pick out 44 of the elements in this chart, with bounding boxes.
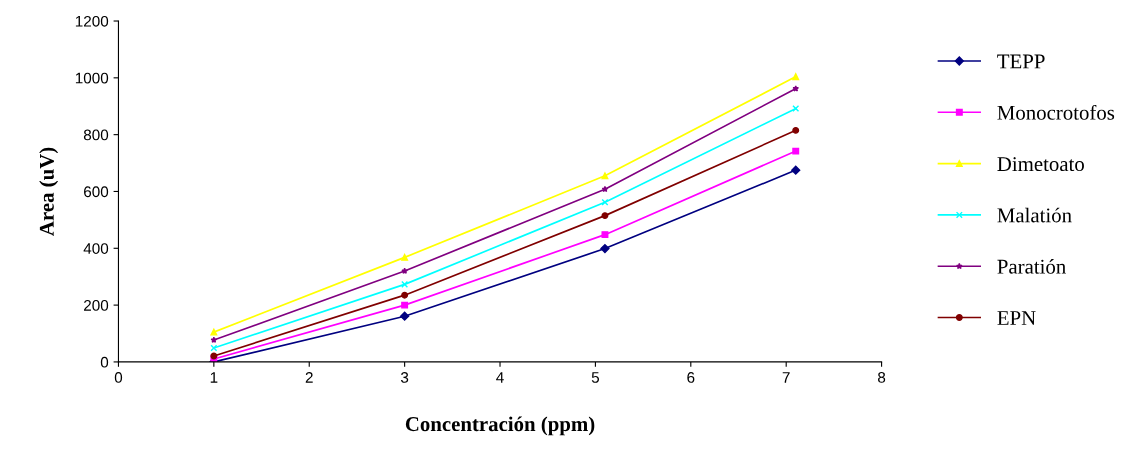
x-tick-label: 7 [782, 372, 790, 383]
legend-label: Monocrotofos [997, 104, 1115, 120]
point [600, 243, 610, 254]
point [601, 172, 609, 180]
point [210, 336, 218, 343]
y-tick-label: 0 [100, 356, 109, 368]
point [791, 165, 801, 175]
y-tick-label: 400 [83, 243, 109, 254]
x-tick-label: 4 [496, 372, 504, 383]
x-tick-label: 5 [591, 372, 600, 383]
point [601, 212, 609, 220]
y-tick-label: 800 [83, 129, 109, 141]
point [401, 291, 409, 299]
legend-label: Dimetoato [997, 157, 1084, 172]
x-tick-label: 1 [210, 372, 218, 383]
point [601, 185, 609, 193]
x-tick-label: 0 [114, 372, 123, 383]
point [401, 253, 409, 261]
y-tick-label: 1000 [75, 72, 109, 84]
x-tick-label: 8 [878, 372, 886, 383]
point [210, 328, 218, 336]
x-tick-label: 6 [687, 372, 695, 383]
legend-label: Malatión [997, 207, 1072, 223]
point [601, 198, 609, 206]
legend-label: EPN [997, 311, 1036, 325]
y-tick-label: 600 [84, 186, 109, 198]
point [401, 301, 409, 309]
y-tick-label: 200 [84, 299, 109, 311]
x-axis-title: Concentración (ppm) [405, 416, 595, 436]
point [792, 126, 800, 134]
point [601, 231, 609, 239]
x-tick-label: 2 [305, 372, 313, 383]
point [792, 105, 800, 112]
point [792, 147, 800, 155]
point [792, 85, 800, 92]
point [792, 73, 800, 81]
legend-label: TEPP [997, 54, 1045, 69]
x-tick-label: 3 [400, 372, 409, 383]
y-tick-label: 1200 [75, 15, 109, 27]
y-axis-title: Area (uV) [39, 147, 59, 236]
point [210, 344, 218, 352]
legend-label: Paratión [997, 259, 1066, 274]
point [401, 267, 408, 274]
point [400, 311, 410, 321]
